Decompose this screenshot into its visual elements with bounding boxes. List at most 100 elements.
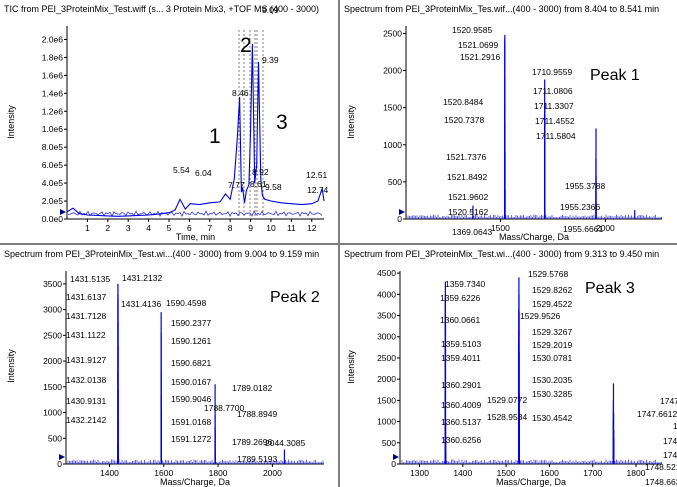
peak1-panel-label: Peak 1 [590, 67, 640, 84]
peak3-peak-label: 1530.0781 [532, 353, 572, 363]
peak2-y-tick-label: 1500 [43, 382, 62, 392]
peak3-peak-label: 1747.5195 [663, 450, 677, 460]
peak2-peak-label: 1430.9131 [66, 396, 106, 406]
peak3-y-tick-label: 1000 [377, 417, 396, 427]
tic-peak-label: 8.92 [252, 167, 269, 177]
tic-peak-label: 8.46 [232, 88, 249, 98]
peak3-y-tick-label: 500 [382, 438, 396, 448]
peak2-peak-label: 1789.5193 [237, 454, 277, 464]
peak2-peak-label: 1788.7700 [204, 403, 244, 413]
peak3-peak-label: 1748.6636 [645, 477, 677, 487]
peak2-peak-label: 1431.7128 [66, 311, 106, 321]
peak1-y-tick-label: 0 [397, 214, 402, 224]
tic-x-tick-label: 4 [146, 223, 151, 233]
peak3-x-tick-label: 1700 [583, 468, 602, 478]
peak2-x-tick-label: 1800 [209, 468, 228, 478]
peak2-peak-label: 1431.5135 [70, 274, 110, 284]
peak1-peak-label: 1521.7376 [446, 152, 486, 162]
peak1-peak-label: 1710.9559 [532, 67, 572, 77]
peak2-peak-label: 1432.0138 [66, 375, 106, 385]
peak3-y-tick-label: 2500 [377, 353, 396, 363]
peak2-peak-label: 1590.4598 [166, 298, 206, 308]
peak2-peak-label: 1431.1122 [66, 330, 106, 340]
spectrum-peak1-chart[interactable]: Spectrum from PEI_3ProteinMix_Tes.wif...… [340, 0, 677, 243]
tic-x-axis-label: Time, min [176, 232, 215, 242]
tic-annotation: 2 [240, 34, 252, 57]
peak3-peak-label: 1529.9526 [520, 311, 560, 321]
peak3-y-tick-label: 2000 [377, 374, 396, 384]
peak2-y-tick-label: 1000 [43, 408, 62, 418]
peak2-peak-label: 1432.2142 [66, 415, 106, 425]
tic-chart[interactable]: TIC from PEI_3ProteinMix_Test.wiff (s...… [0, 0, 338, 243]
peak3-peak-label: 1360.5137 [441, 417, 481, 427]
peak3-peak-label: 1748.2344 [663, 436, 677, 446]
tic-x-tick-label: 8 [228, 223, 233, 233]
tic-y-tick-label: 2.0e6 [42, 34, 64, 44]
peak3-peak-label: 1359.5103 [441, 339, 481, 349]
peak3-peak-label: 1747.8053 [673, 421, 677, 431]
peak3-y-tick-label: 4500 [377, 268, 396, 278]
peak3-peak-label: 1359.4011 [441, 353, 481, 363]
peak3-peak-label: 1360.2901 [441, 380, 481, 390]
tic-chart-panel[interactable]: TIC from PEI_3ProteinMix_Test.wiff (s...… [0, 0, 338, 243]
peak2-y-axis-label: Intensity [6, 349, 16, 383]
peak2-y-tick-label: 0 [57, 459, 62, 469]
peak3-peak-label: 1529.8262 [532, 285, 572, 295]
peak3-peak-label: 1360.6256 [441, 435, 481, 445]
tic-y-axis-label: Intensity [6, 105, 16, 139]
peak2-peak-label: 1590.2377 [171, 318, 211, 328]
spectrum-peak1-panel[interactable]: Spectrum from PEI_3ProteinMix_Tes.wif...… [340, 0, 677, 243]
peak3-peak-label: 1529.5768 [528, 269, 568, 279]
peak3-x-tick-label: 1800 [627, 468, 646, 478]
peak1-y-tick-label: 2500 [383, 28, 402, 38]
tic-y-tick-label: 1.8e6 [42, 52, 64, 62]
spectrum-peak2-chart[interactable]: Spectrum from PEI_3ProteinMix_Test.wi...… [0, 245, 338, 487]
peak1-y-tick-label: 500 [388, 177, 402, 187]
peak2-panel-label: Peak 2 [270, 289, 320, 306]
peak3-peak-label: 1360.0661 [440, 315, 480, 325]
tic-peak-label: 9.39 [262, 55, 279, 65]
peak3-panel-label: Peak 3 [585, 280, 635, 297]
peak1-x-tick-label: 1500 [491, 223, 510, 233]
peak2-x-tick-label: 1600 [154, 468, 173, 478]
peak1-peak-label: 1520.5162 [448, 207, 488, 217]
peak1-peak-label: 1955.2366 [560, 202, 600, 212]
peak3-peak-label: 1529.3267 [532, 327, 572, 337]
tic-noise [67, 210, 323, 218]
tic-y-tick-label: 1.4e6 [42, 88, 64, 98]
peak3-peak-label: 1359.6226 [440, 293, 480, 303]
tic-title: TIC from PEI_3ProteinMix_Test.wiff (s...… [4, 4, 319, 14]
tic-y-tick-label: 8.0e5 [42, 142, 64, 152]
peak2-y-tick-label: 2500 [43, 330, 62, 340]
spectrum-peak3-chart[interactable]: Spectrum from PEI_3ProteinMix_Test.wi...… [340, 245, 677, 487]
tic-y-tick-label: 0.0e0 [42, 214, 64, 224]
peak1-y-axis-label: Intensity [346, 105, 356, 139]
peak2-peak-label: 1431.6137 [66, 292, 106, 302]
peak3-peak-label: 1529.0772 [487, 395, 527, 405]
peak3-title: Spectrum from PEI_3ProteinMix_Test.wi...… [344, 249, 659, 259]
peak2-x-axis-label: Mass/Charge, Da [160, 477, 230, 487]
horizontal-divider[interactable] [0, 243, 677, 245]
peak1-peak-label: 1520.8484 [443, 97, 483, 107]
peak3-peak-label: 1360.4009 [441, 400, 481, 410]
spectrum-peak3-panel[interactable]: Spectrum from PEI_3ProteinMix_Test.wi...… [340, 245, 677, 487]
tic-y-tick-label: 2.0e5 [42, 196, 64, 206]
tic-x-tick-label: 12 [307, 223, 317, 233]
peak1-x-tick-label: 2000 [596, 223, 615, 233]
peak1-peak-label: 1711.0806 [533, 86, 573, 96]
right-arrow-icon [399, 209, 405, 215]
peak2-peak-label: 2044.3085 [265, 438, 305, 448]
peak1-y-tick-label: 1000 [383, 140, 402, 150]
right-arrow-icon [393, 454, 399, 460]
peak2-x-tick-label: 1400 [100, 468, 119, 478]
peak3-x-tick-label: 1500 [497, 468, 516, 478]
peak1-x-axis-label: Mass/Charge, Da [499, 232, 569, 242]
peak2-peak-label: 1590.9046 [171, 394, 211, 404]
spectrum-peak2-panel[interactable]: Spectrum from PEI_3ProteinMix_Test.wi...… [0, 245, 338, 487]
peak1-peak-label: 1520.9585 [452, 25, 492, 35]
tic-annotation: 1 [209, 125, 221, 148]
tic-annotation: 3 [276, 111, 288, 134]
peak2-peak-label: 1788.8949 [237, 409, 277, 419]
peak2-peak-label: 1590.0167 [171, 377, 211, 387]
tic-x-tick-label: 10 [266, 223, 276, 233]
